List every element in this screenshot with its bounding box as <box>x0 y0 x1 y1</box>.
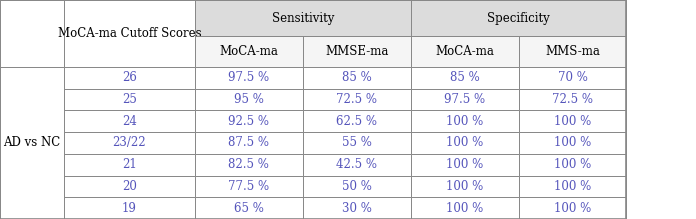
Text: 100 %: 100 % <box>554 136 591 149</box>
Text: 24: 24 <box>122 115 137 128</box>
Text: 100 %: 100 % <box>446 202 483 215</box>
Text: 100 %: 100 % <box>446 180 483 193</box>
Text: 72.5 %: 72.5 % <box>336 93 377 106</box>
Text: 100 %: 100 % <box>554 180 591 193</box>
Bar <box>519 154 626 175</box>
Bar <box>64 0 195 67</box>
Bar <box>64 110 195 132</box>
Bar <box>0 154 64 175</box>
Bar <box>303 88 411 110</box>
Text: 62.5 %: 62.5 % <box>336 115 377 128</box>
Bar <box>0 132 64 154</box>
Bar <box>0 197 64 219</box>
Bar <box>0 67 64 88</box>
Text: 72.5 %: 72.5 % <box>552 93 593 106</box>
Text: 92.5 %: 92.5 % <box>228 115 269 128</box>
Text: 85 %: 85 % <box>450 71 480 84</box>
Bar <box>195 197 303 219</box>
Bar <box>519 197 626 219</box>
Bar <box>303 175 411 197</box>
Bar <box>411 88 519 110</box>
Text: 100 %: 100 % <box>446 158 483 171</box>
Bar <box>0 88 64 110</box>
Text: 21: 21 <box>122 158 137 171</box>
Bar <box>303 132 411 154</box>
Bar <box>195 132 303 154</box>
Bar <box>195 67 303 88</box>
Text: 42.5 %: 42.5 % <box>336 158 377 171</box>
Bar <box>195 110 303 132</box>
Bar <box>303 154 411 175</box>
Text: 100 %: 100 % <box>554 202 591 215</box>
Text: 100 %: 100 % <box>554 158 591 171</box>
Bar <box>64 197 195 219</box>
Bar <box>519 110 626 132</box>
Text: Specificity: Specificity <box>487 12 550 25</box>
Text: 97.5 %: 97.5 % <box>444 93 485 106</box>
Bar <box>411 154 519 175</box>
Text: 97.5 %: 97.5 % <box>228 71 269 84</box>
Bar <box>0 110 64 132</box>
Bar <box>303 36 411 67</box>
Text: 70 %: 70 % <box>557 71 587 84</box>
Text: 30 %: 30 % <box>342 202 372 215</box>
Bar <box>519 67 626 88</box>
Bar <box>411 67 519 88</box>
Bar <box>411 175 519 197</box>
Bar <box>64 132 195 154</box>
Text: 100 %: 100 % <box>446 115 483 128</box>
Bar <box>195 88 303 110</box>
Text: 55 %: 55 % <box>342 136 372 149</box>
Bar <box>519 36 626 67</box>
Text: 77.5 %: 77.5 % <box>228 180 269 193</box>
Bar <box>411 110 519 132</box>
Bar <box>303 110 411 132</box>
Bar <box>64 154 195 175</box>
Bar <box>519 88 626 110</box>
Bar <box>195 0 411 36</box>
Bar <box>303 67 411 88</box>
Text: MoCA-ma Cutoff Scores: MoCA-ma Cutoff Scores <box>58 27 201 40</box>
Bar <box>411 36 519 67</box>
Bar <box>64 88 195 110</box>
Text: 95 %: 95 % <box>234 93 264 106</box>
Text: MMSE-ma: MMSE-ma <box>325 45 388 58</box>
Text: 26: 26 <box>122 71 137 84</box>
Text: 100 %: 100 % <box>446 136 483 149</box>
Text: 50 %: 50 % <box>342 180 372 193</box>
Bar <box>519 175 626 197</box>
Bar <box>64 175 195 197</box>
Bar <box>195 175 303 197</box>
Text: 82.5 %: 82.5 % <box>228 158 269 171</box>
Text: Sensitivity: Sensitivity <box>271 12 334 25</box>
Text: 87.5 %: 87.5 % <box>228 136 269 149</box>
Text: AD vs NC: AD vs NC <box>3 136 61 149</box>
Bar <box>0 175 64 197</box>
Text: 19: 19 <box>122 202 137 215</box>
Bar <box>303 197 411 219</box>
Text: MMS-ma: MMS-ma <box>545 45 600 58</box>
Bar <box>0 0 64 67</box>
Text: MoCA-ma: MoCA-ma <box>435 45 494 58</box>
Bar <box>64 67 195 88</box>
Bar <box>195 154 303 175</box>
Text: 65 %: 65 % <box>234 202 264 215</box>
Text: 85 %: 85 % <box>342 71 372 84</box>
Text: 25: 25 <box>122 93 137 106</box>
Text: 20: 20 <box>122 180 137 193</box>
Bar <box>0 67 64 219</box>
Bar <box>411 197 519 219</box>
Bar <box>411 132 519 154</box>
Bar <box>195 36 303 67</box>
Text: 100 %: 100 % <box>554 115 591 128</box>
Bar <box>411 0 626 36</box>
Bar <box>519 132 626 154</box>
Text: 23/22: 23/22 <box>113 136 146 149</box>
Text: MoCA-ma: MoCA-ma <box>219 45 278 58</box>
